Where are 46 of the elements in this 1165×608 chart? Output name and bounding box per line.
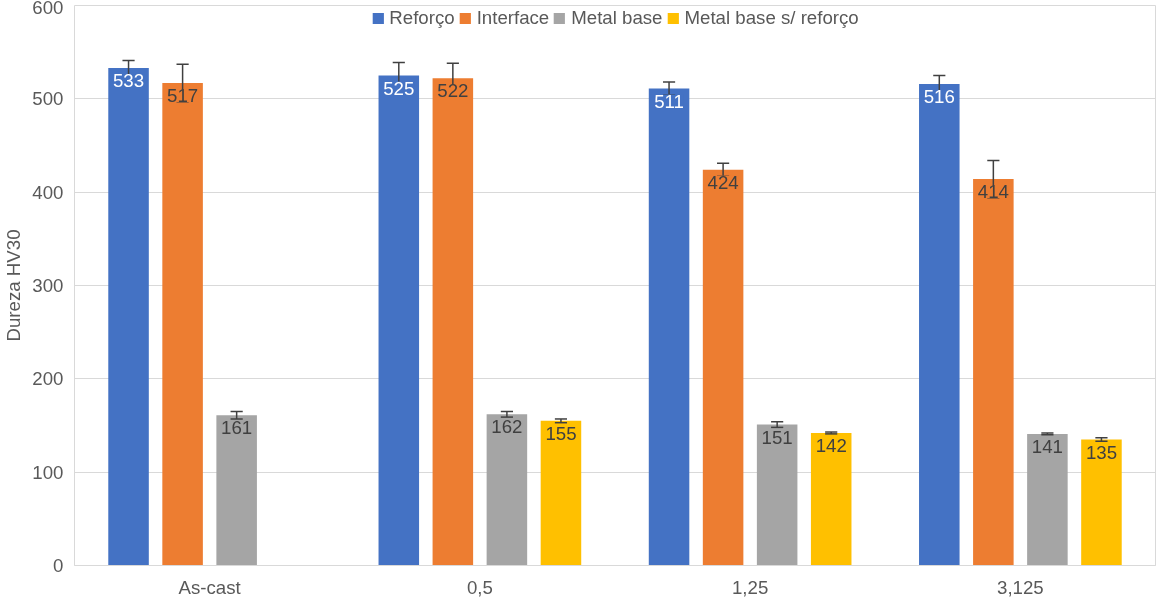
data-label: 161: [221, 417, 253, 439]
x-tick-label: As-cast: [178, 576, 242, 598]
x-tick-label: 3,125: [997, 576, 1044, 598]
bar: [432, 78, 474, 566]
x-tick-label: 0,5: [466, 576, 493, 598]
y-axis-title: Dureza HV30: [3, 229, 25, 342]
legend-label: Interface: [476, 7, 550, 29]
bar: [919, 83, 960, 566]
data-label: 141: [1031, 435, 1063, 457]
y-tick-label: 200: [32, 368, 64, 390]
y-tick-label: 500: [32, 88, 64, 110]
legend-label: Metal base: [571, 7, 663, 29]
bar: [216, 415, 257, 566]
bar: [540, 420, 582, 566]
y-tick-label: 600: [32, 0, 64, 18]
y-tick-label: 400: [32, 181, 64, 203]
data-label: 525: [383, 77, 415, 99]
y-tick-label: 0: [53, 555, 64, 576]
data-label: 517: [167, 84, 199, 106]
legend-label: Reforço: [389, 7, 455, 29]
data-label: 424: [707, 171, 739, 193]
data-label: 511: [654, 90, 684, 112]
data-label: 414: [977, 181, 1009, 203]
data-label: 162: [491, 416, 523, 438]
bar: [486, 414, 528, 566]
x-tick-label: 1,25: [731, 576, 769, 598]
data-label: 151: [761, 426, 793, 448]
data-label: 135: [1085, 441, 1118, 463]
bar: [162, 82, 203, 566]
data-label: 155: [545, 422, 577, 444]
y-tick-label: 100: [32, 461, 64, 483]
data-label: 516: [923, 85, 955, 107]
bar: [810, 432, 852, 566]
legend-label: Metal base s/ reforço: [684, 7, 859, 29]
data-label: 522: [437, 80, 469, 102]
bar: [1027, 433, 1068, 566]
bar: [702, 169, 744, 566]
bar: [108, 68, 149, 566]
data-label: 533: [112, 70, 145, 92]
bar: [378, 75, 420, 566]
bar: [648, 88, 690, 566]
data-label: 142: [815, 434, 847, 456]
bar: [1081, 439, 1122, 566]
y-tick-label: 300: [32, 275, 64, 296]
bar: [756, 424, 798, 566]
bar: [973, 179, 1014, 566]
